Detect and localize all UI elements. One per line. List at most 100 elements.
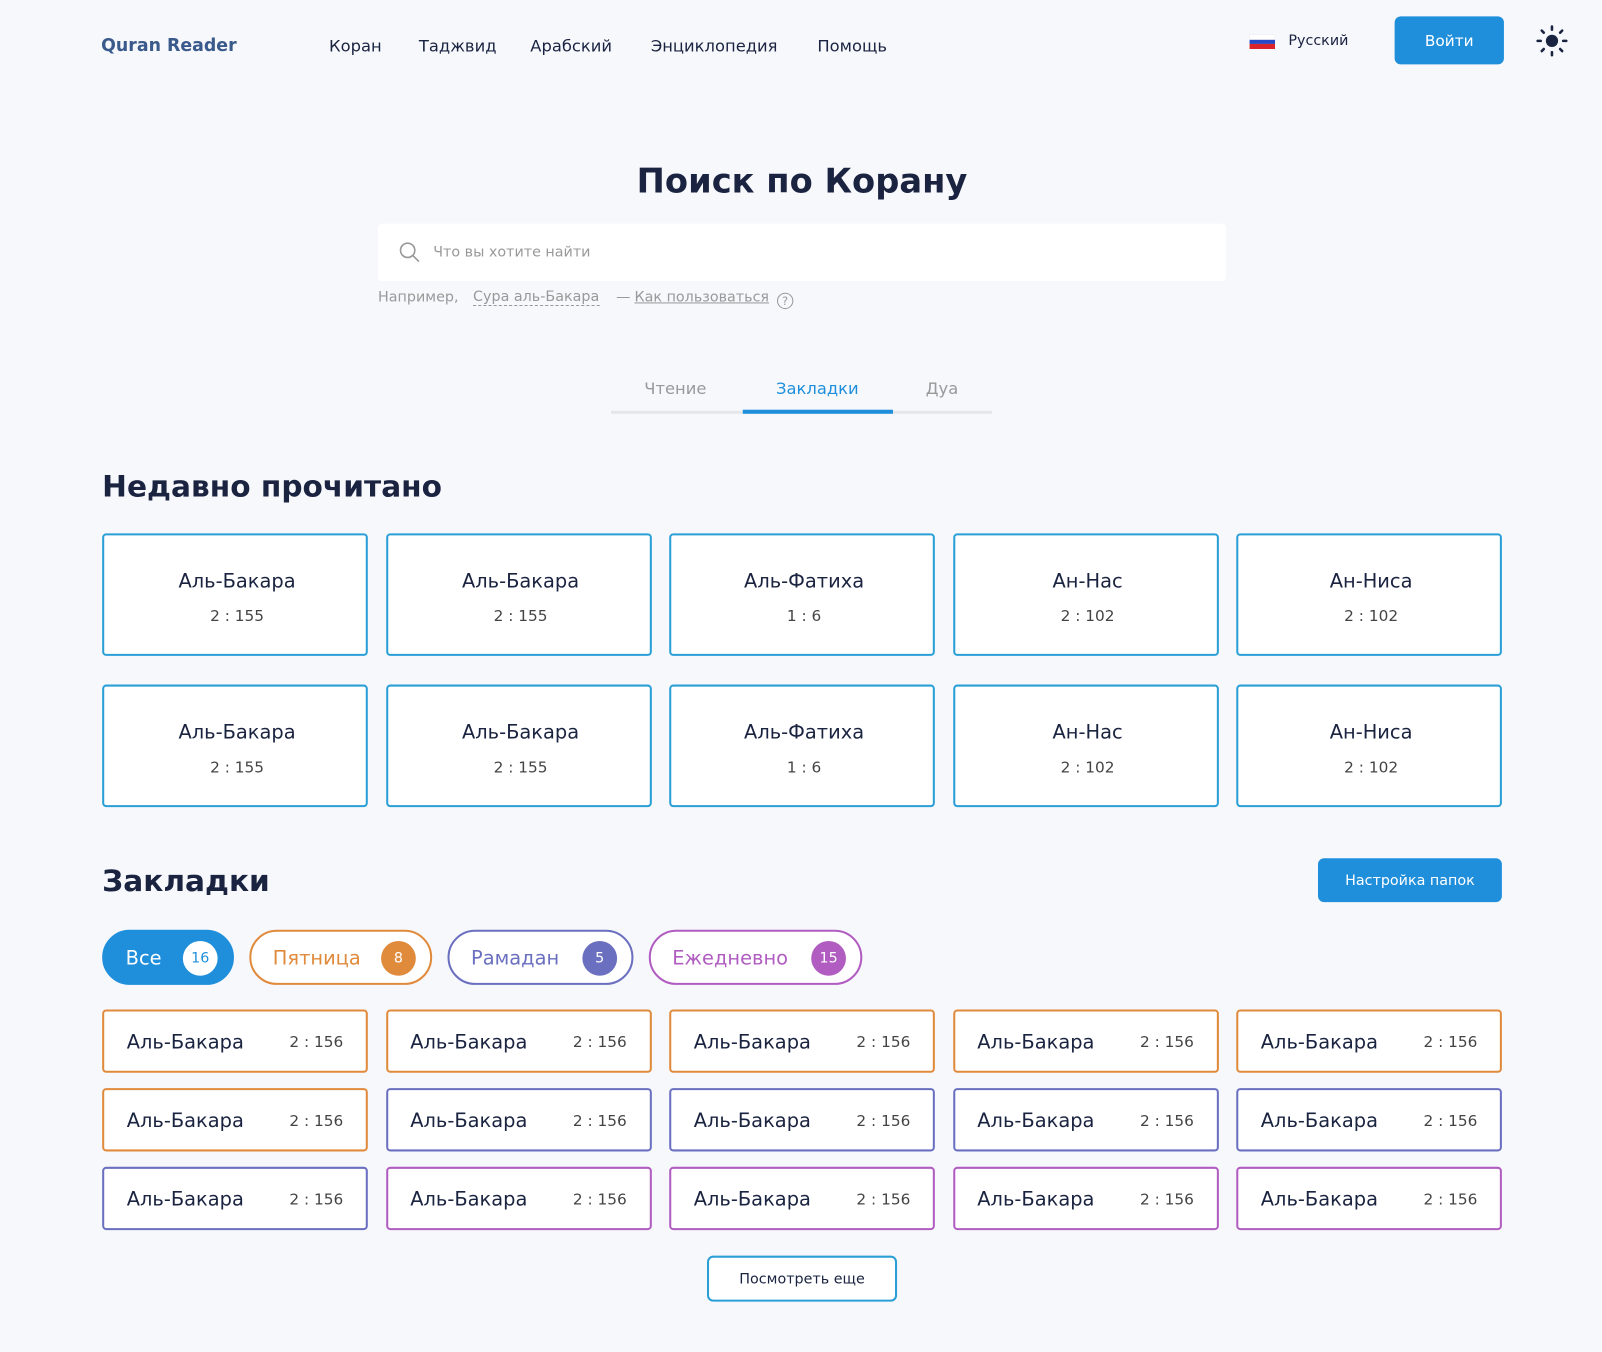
- folder-chip[interactable]: Ежедневно 15: [648, 929, 863, 985]
- folder-chip[interactable]: Пятница 8: [249, 929, 433, 985]
- tab[interactable]: Чтение: [644, 378, 707, 398]
- recent-card[interactable]: Ан-Нас 2 : 102: [952, 684, 1219, 808]
- folder-chip[interactable]: Рамадан 5: [447, 929, 634, 985]
- search-placeholder: Что вы хотите найти: [433, 244, 591, 261]
- nav-link[interactable]: Энциклопедия: [650, 36, 778, 56]
- surah-name: Аль-Бакара: [178, 721, 296, 744]
- verse-ref: 2 : 102: [1344, 758, 1399, 777]
- recent-card[interactable]: Ан-Нас 2 : 102: [952, 533, 1219, 656]
- more-button[interactable]: Посмотреть еще: [707, 1255, 898, 1302]
- verse-ref: 1 : 6: [786, 758, 822, 777]
- surah-name: Аль-Бакара: [410, 1188, 528, 1211]
- surah-name: Аль-Бакара: [126, 1030, 244, 1054]
- surah-name: Ан-Нас: [1052, 570, 1123, 593]
- folder-name: Пятница: [272, 947, 361, 970]
- folder-name: Все: [125, 947, 162, 970]
- folder-settings-button[interactable]: Настройка папок: [1317, 858, 1502, 903]
- tab[interactable]: Дуа: [925, 378, 959, 398]
- surah-name: Аль-Бакара: [178, 570, 296, 593]
- language[interactable]: Русский: [1288, 32, 1349, 50]
- recent-card[interactable]: Аль-Бакара 2 : 155: [102, 684, 368, 808]
- logo[interactable]: Quran Reader: [101, 35, 237, 57]
- verse-ref: 2 : 102: [1060, 758, 1115, 777]
- verse-ref: 2 : 156: [572, 1111, 627, 1131]
- bookmark-card[interactable]: Аль-Бакара 2 : 156: [952, 1088, 1219, 1152]
- search-box[interactable]: Что вы хотите найти: [378, 223, 1227, 281]
- bookmark-card[interactable]: Аль-Бакара 2 : 156: [102, 1088, 368, 1152]
- recent-card[interactable]: Аль-Бакара 2 : 155: [385, 684, 652, 808]
- verse-ref: 2 : 156: [289, 1111, 344, 1131]
- hint-example[interactable]: Сура аль-Бакара: [473, 288, 600, 306]
- surah-name: Ан-Ниса: [1329, 570, 1413, 593]
- search-icon: [399, 242, 420, 263]
- verse-ref: 2 : 156: [856, 1190, 911, 1209]
- bookmark-card[interactable]: Аль-Бакара 2 : 156: [669, 1009, 935, 1073]
- verse-ref: 2 : 156: [856, 1111, 911, 1131]
- nav-link[interactable]: Арабский: [530, 36, 613, 56]
- login-button[interactable]: Войти: [1394, 16, 1504, 65]
- verse-ref: 2 : 156: [572, 1032, 627, 1052]
- nav-link[interactable]: Помощь: [817, 36, 888, 56]
- verse-ref: 2 : 102: [1344, 606, 1399, 626]
- hint-help[interactable]: Как пользоваться: [634, 289, 770, 306]
- folder-name: Рамадан: [471, 947, 560, 970]
- surah-name: Аль-Бакара: [410, 1030, 528, 1054]
- surah-name: Аль-Бакара: [693, 1188, 811, 1211]
- bookmark-card[interactable]: Аль-Бакара 2 : 156: [952, 1009, 1219, 1073]
- surah-name: Аль-Бакара: [461, 570, 580, 593]
- bookmark-card[interactable]: Аль-Бакара 2 : 156: [952, 1166, 1219, 1231]
- bookmark-card[interactable]: Аль-Бакара 2 : 156: [669, 1088, 935, 1152]
- recent-card[interactable]: Ан-Ниса 2 : 102: [1236, 684, 1502, 808]
- surah-name: Аль-Бакара: [977, 1109, 1095, 1133]
- verse-ref: 2 : 156: [289, 1032, 344, 1052]
- surah-name: Аль-Фатиха: [744, 570, 865, 593]
- verse-ref: 2 : 156: [1139, 1190, 1194, 1209]
- tab-indicator: [742, 409, 893, 414]
- verse-ref: 2 : 156: [572, 1190, 627, 1209]
- surah-name: Аль-Бакара: [977, 1188, 1095, 1211]
- search-title: Поиск по Корану: [636, 160, 968, 201]
- surah-name: Ан-Нас: [1052, 721, 1123, 744]
- nav-link[interactable]: Таджвид: [418, 36, 497, 56]
- tab[interactable]: Закладки: [776, 378, 859, 398]
- recent-card[interactable]: Аль-Бакара 2 : 155: [385, 533, 652, 656]
- bookmark-card[interactable]: Аль-Бакара 2 : 156: [1236, 1009, 1502, 1073]
- recent-card[interactable]: Аль-Бакара 2 : 155: [102, 533, 368, 656]
- folder-count: 5: [582, 940, 618, 976]
- bookmark-card[interactable]: Аль-Бакара 2 : 156: [1236, 1166, 1502, 1231]
- verse-ref: 2 : 156: [856, 1032, 911, 1052]
- surah-name: Аль-Бакара: [1260, 1188, 1378, 1211]
- verse-ref: 2 : 156: [1423, 1111, 1478, 1131]
- verse-ref: 2 : 156: [289, 1190, 344, 1209]
- folder-name: Ежедневно: [672, 947, 789, 970]
- nav-link[interactable]: Коран: [328, 36, 382, 56]
- surah-name: Аль-Бакара: [461, 721, 580, 744]
- verse-ref: 1 : 6: [786, 606, 822, 626]
- svg-text:?: ?: [782, 295, 788, 308]
- surah-name: Аль-Бакара: [126, 1109, 244, 1133]
- surah-name: Аль-Бакара: [126, 1188, 244, 1211]
- bookmark-card[interactable]: Аль-Бакара 2 : 156: [385, 1166, 652, 1231]
- verse-ref: 2 : 155: [493, 758, 548, 777]
- folder-count: 8: [381, 940, 416, 976]
- bookmarks-title: Закладки: [102, 863, 270, 899]
- bookmark-card[interactable]: Аль-Бакара 2 : 156: [385, 1009, 652, 1073]
- folder-chip[interactable]: Все 16: [102, 929, 234, 985]
- theme-toggle[interactable]: [1536, 25, 1569, 58]
- bookmark-card[interactable]: Аль-Бакара 2 : 156: [102, 1166, 368, 1231]
- surah-name: Аль-Бакара: [410, 1109, 528, 1133]
- verse-ref: 2 : 156: [1139, 1032, 1194, 1052]
- recent-card[interactable]: Аль-Фатиха 1 : 6: [669, 533, 935, 656]
- verse-ref: 2 : 155: [493, 606, 548, 626]
- bookmark-card[interactable]: Аль-Бакара 2 : 156: [669, 1166, 935, 1231]
- recent-card[interactable]: Ан-Ниса 2 : 102: [1236, 533, 1502, 656]
- bookmark-card[interactable]: Аль-Бакара 2 : 156: [385, 1088, 652, 1152]
- surah-name: Аль-Бакара: [1260, 1109, 1378, 1133]
- folder-count: 15: [811, 940, 846, 976]
- folder-count: 16: [182, 940, 218, 976]
- bookmark-card[interactable]: Аль-Бакара 2 : 156: [1236, 1088, 1502, 1152]
- bookmark-card[interactable]: Аль-Бакара 2 : 156: [102, 1009, 368, 1073]
- recent-card[interactable]: Аль-Фатиха 1 : 6: [669, 684, 935, 808]
